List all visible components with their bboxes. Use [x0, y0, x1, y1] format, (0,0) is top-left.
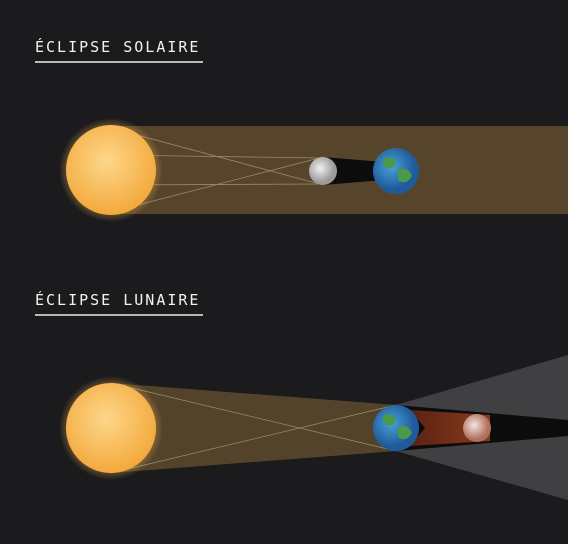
- moon: [463, 414, 491, 442]
- earth: [373, 148, 419, 194]
- moon: [309, 157, 337, 185]
- section-title: ÉCLIPSE LUNAIRE: [35, 290, 200, 309]
- diagram: ÉCLIPSE SOLAIRE ÉCLIPSE LUNAIRE: [0, 0, 574, 550]
- earth: [373, 405, 419, 451]
- page: ÉCLIPSE SOLAIRE ÉCLIPSE LUNAIRE (() => {…: [0, 0, 574, 550]
- section-title: ÉCLIPSE SOLAIRE: [35, 37, 200, 56]
- sun: [66, 383, 156, 473]
- sun: [66, 125, 156, 215]
